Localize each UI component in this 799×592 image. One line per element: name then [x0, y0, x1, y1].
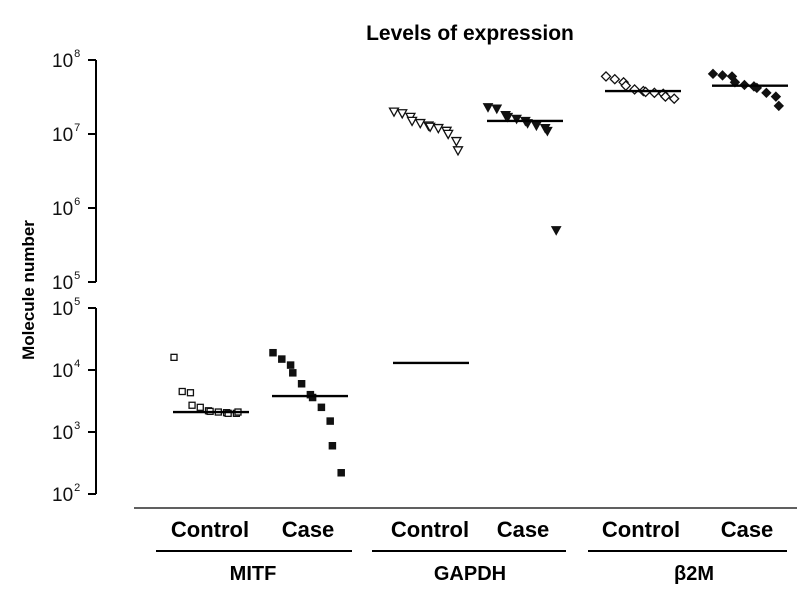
data-point-square	[224, 409, 232, 417]
gene-label-gapdh: GAPDH	[434, 563, 506, 585]
category-label-mitf-case: Case	[282, 517, 335, 542]
y-tick-label: 104	[52, 358, 80, 382]
category-label-gapdh-control: Control	[391, 517, 469, 542]
data-point-diamond	[659, 91, 671, 103]
category-label-mitf-control: Control	[171, 517, 249, 542]
data-point-diamond	[770, 91, 782, 102]
gene-label-mitf: MITF	[230, 563, 277, 585]
data-point-triangle	[450, 136, 462, 148]
chart-title: Levels of expression	[366, 22, 574, 45]
y-axis-label: Molecule number	[19, 220, 38, 360]
data-point-square	[308, 393, 317, 402]
data-point-square	[196, 403, 204, 411]
data-point-diamond	[761, 87, 772, 99]
data-point-square	[269, 348, 277, 357]
y-tick-label: 105	[52, 296, 80, 320]
data-point-diamond	[668, 93, 680, 105]
data-point-triangle	[442, 129, 454, 140]
data-point-triangle	[502, 112, 514, 123]
data-point-triangle	[406, 116, 418, 127]
y-tick-label: 107	[52, 122, 80, 146]
data-point-square	[170, 353, 178, 361]
gene-label-b2m: β2M	[674, 563, 714, 585]
data-point-triangle	[491, 104, 503, 115]
data-point-square	[188, 401, 196, 409]
data-point-triangle	[414, 118, 426, 130]
data-point-square	[186, 389, 195, 397]
y-tick-label: 106	[52, 196, 80, 220]
data-point-diamond	[609, 73, 621, 85]
data-point-triangle	[396, 109, 408, 120]
data-point-triangle	[542, 126, 553, 137]
data-point-triangle	[452, 146, 464, 157]
data-point-square	[297, 380, 306, 388]
data-point-diamond	[773, 100, 785, 112]
data-point-square	[337, 469, 345, 477]
data-point-square	[317, 403, 326, 412]
data-points	[170, 68, 785, 477]
data-point-square	[278, 355, 286, 363]
category-label-b2m-case: Case	[721, 517, 774, 542]
y-tick-label: 105	[52, 270, 80, 294]
data-point-triangle	[424, 122, 436, 133]
y-tick-label: 102	[52, 482, 80, 506]
category-label-b2m-control: Control	[602, 517, 680, 542]
data-point-triangle	[482, 103, 494, 113]
data-point-diamond	[600, 70, 612, 82]
data-point-triangle	[388, 107, 400, 118]
data-point-square	[178, 387, 186, 396]
data-point-square	[286, 361, 295, 369]
data-point-diamond	[707, 68, 719, 80]
y-tick-label: 108	[52, 48, 80, 72]
data-point-square	[289, 369, 297, 377]
category-label-gapdh-case: Case	[497, 517, 550, 542]
data-point-diamond	[717, 70, 728, 81]
data-point-square	[326, 417, 334, 425]
data-point-square	[328, 442, 337, 450]
data-point-triangle	[432, 123, 444, 134]
y-tick-label: 103	[52, 420, 80, 444]
median-lines	[173, 84, 788, 414]
data-point-triangle	[511, 114, 522, 125]
data-point-diamond	[629, 84, 641, 95]
data-point-diamond	[648, 87, 660, 99]
data-point-triangle	[550, 226, 562, 236]
data-point-triangle	[531, 121, 542, 132]
